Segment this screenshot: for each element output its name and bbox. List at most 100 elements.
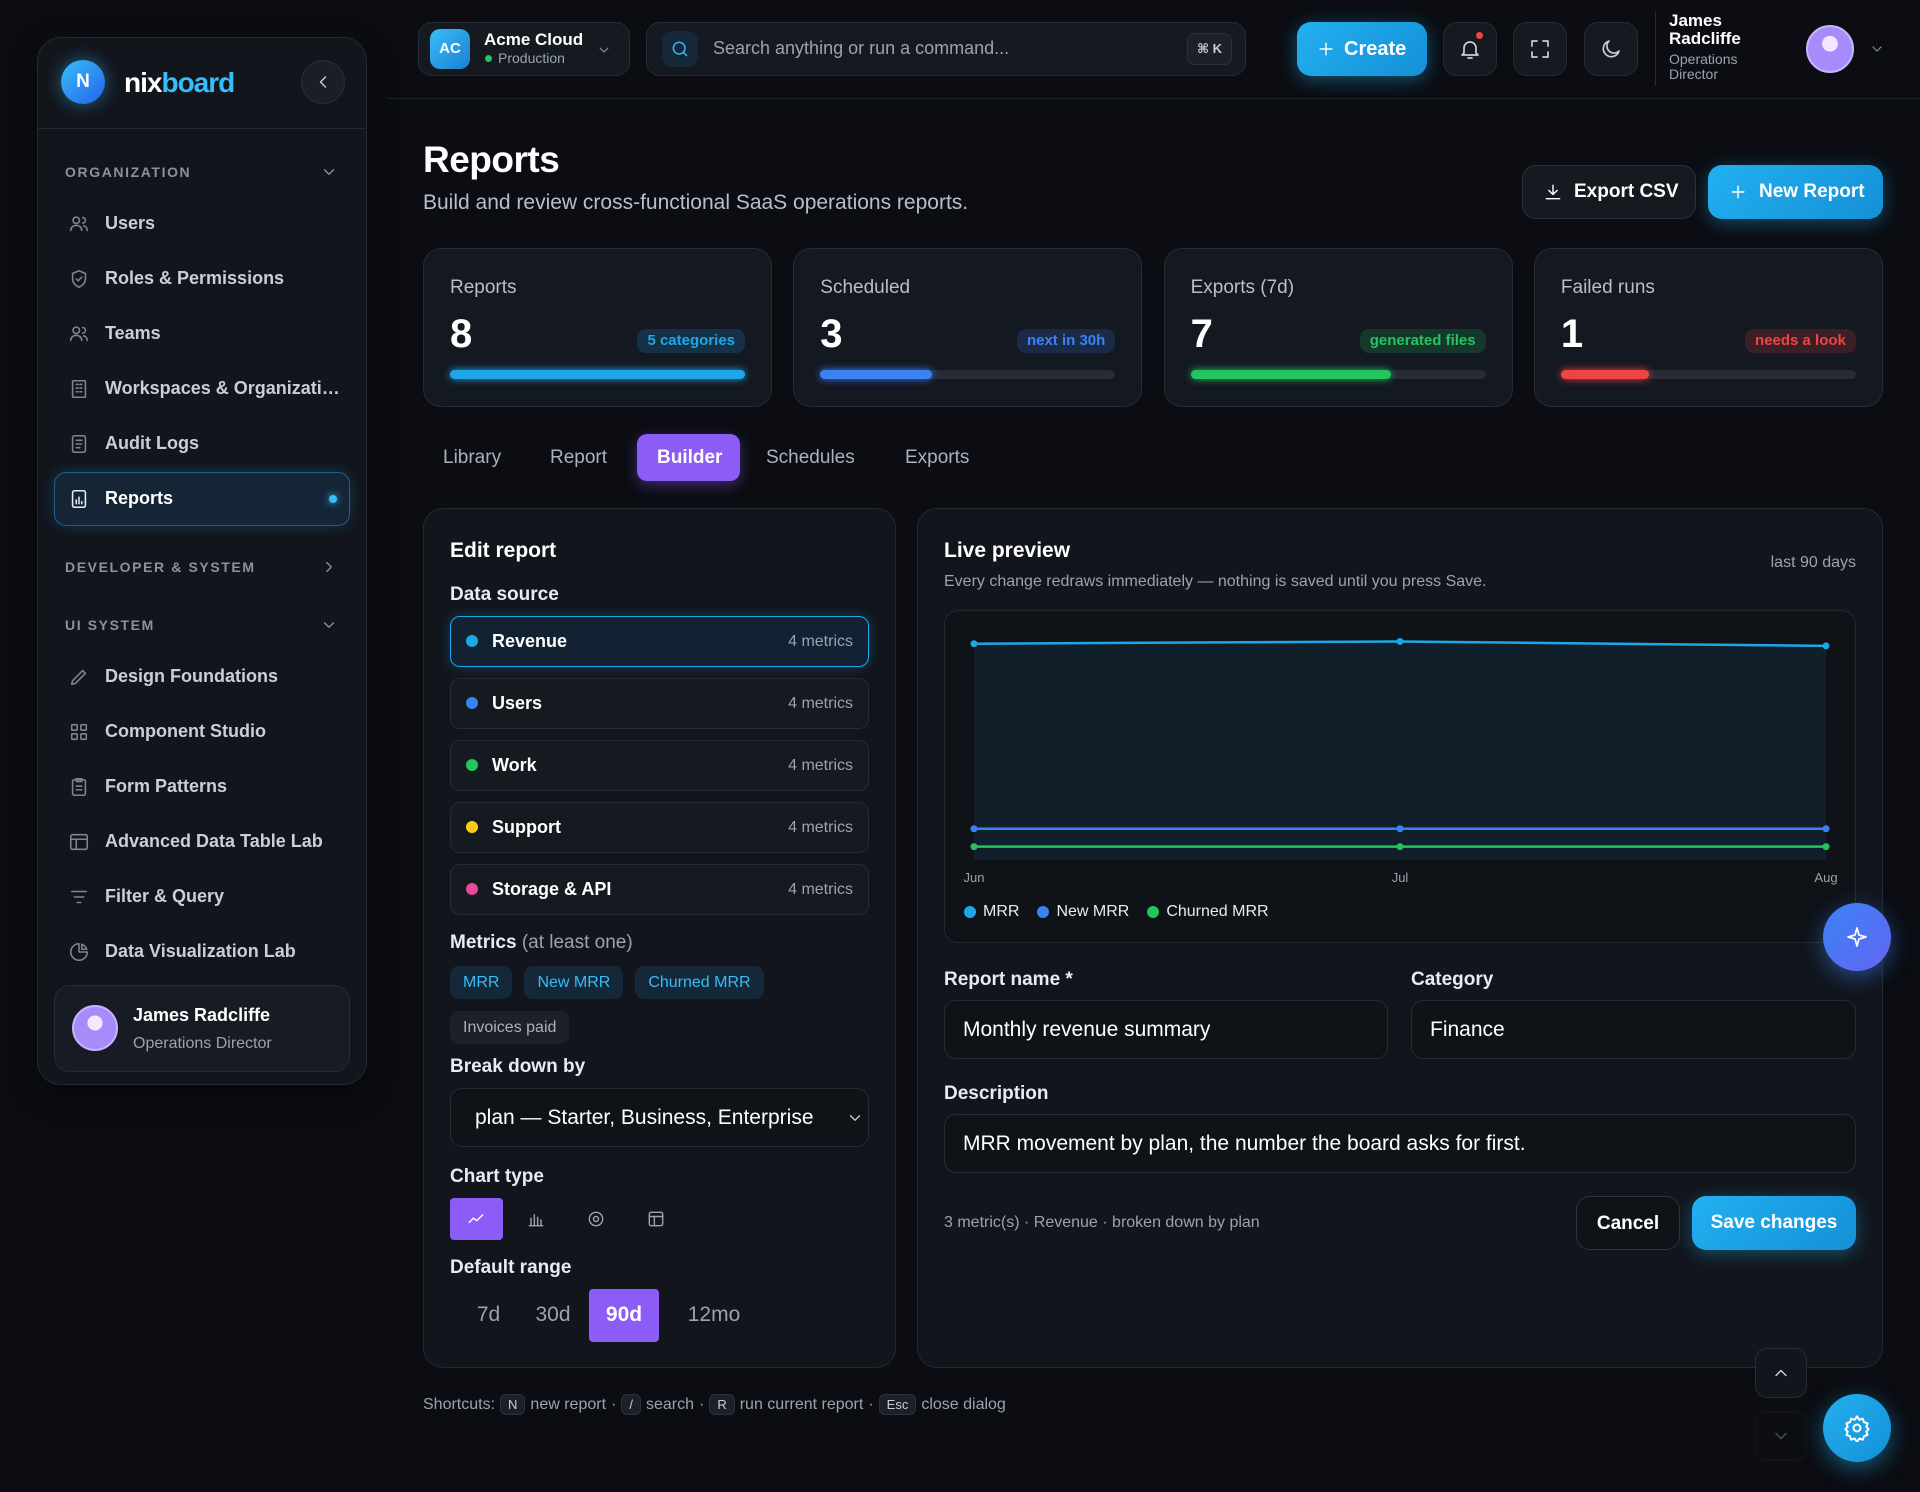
metrics-label: Metrics (at least one) [450,932,633,955]
search-box[interactable] [646,22,1246,76]
range-button[interactable]: 12mo [681,1289,747,1342]
source-name: Users [492,693,543,714]
topbar-avatar[interactable] [1806,25,1854,73]
workspace-name: Acme Cloud [484,29,584,49]
nav-item[interactable]: Teams [105,323,161,344]
scroll-down-button[interactable] [1755,1411,1807,1461]
settings-button[interactable] [1823,1394,1891,1462]
topbar-icon-button[interactable] [1513,22,1567,76]
legend-swatch [1037,906,1050,918]
select-chevron [849,1115,861,1121]
collapse-button[interactable] [301,60,345,104]
active-dot [329,495,337,503]
nav-group-chevron [326,561,332,573]
nav-item[interactable]: Roles & Permissions [105,268,285,289]
kbd: Esc [878,1394,917,1415]
save-label: Save changes [1710,1211,1838,1233]
stat-badge: generated files [1359,329,1486,353]
workspace-badge: AC [430,29,470,69]
source-row[interactable] [450,864,869,915]
chart-type-button[interactable] [450,1198,503,1240]
range-button[interactable]: 30d [527,1289,579,1342]
description-input[interactable] [944,1114,1856,1173]
stat-track [1560,370,1856,379]
tab[interactable]: Library [443,446,502,468]
nav-item-icon [70,890,88,904]
source-label: Data source [450,583,559,605]
stat-track [820,370,1116,379]
nav-group-chevron [323,622,335,628]
topbar-icon-button[interactable] [1584,22,1638,76]
nav-item[interactable]: Form Patterns [105,776,228,797]
tab[interactable]: Schedules [766,446,855,468]
nav-item[interactable]: Data Visualization Lab [105,941,296,962]
metric-chip[interactable]: New MRR [524,966,624,1000]
settings-icon [1844,1415,1870,1442]
legend: MRR New MRR Churned MRR [964,903,1269,921]
range-option: 90d [605,1303,643,1327]
nav-item[interactable]: Design Foundations [105,666,278,687]
logo: N [61,60,105,104]
range-label: Default range [450,1256,572,1278]
export-label: Export CSV [1574,180,1679,202]
nav-item[interactable]: Component Studio [105,721,266,742]
workspace-initials: AC [439,40,461,57]
stat-label: Reports [450,276,517,298]
stat-value: 3 [820,312,843,356]
preview-subtitle: Every change redraws immediately — nothi… [944,573,1487,591]
tab[interactable]: Report [550,446,608,468]
metric-chip[interactable]: MRR [450,966,513,1000]
sidebar-user-avatar [72,1005,118,1051]
nav-group-title: ORGANIZATION [65,163,192,180]
nav-item[interactable]: Workspaces & Organizati… [105,378,340,399]
preview-range: last 90 days [1770,554,1856,572]
source-meta: 4 metrics [788,757,853,775]
assistant-icon [1847,927,1867,947]
name-input[interactable] [944,1000,1388,1059]
breakdown-select[interactable] [450,1088,869,1147]
sidebar-user-role: Operations Director [133,1035,272,1053]
topbar-icon-button[interactable] [1443,22,1497,76]
nav-item[interactable]: Advanced Data Table Lab [105,831,323,852]
range-button[interactable]: 7d [465,1289,512,1342]
source-meta: 4 metrics [788,695,853,713]
nav-item-active-bg[interactable] [54,472,350,526]
kbd: N [500,1394,526,1415]
stat-value: 8 [450,312,473,356]
export-icon [1545,184,1561,200]
brand-a: nix [124,67,162,98]
nav-item-icon [70,723,88,741]
topbar-user-role: Operations Director [1669,51,1738,83]
source-row[interactable] [450,616,869,667]
source-row[interactable] [450,802,869,853]
cancel-button[interactable]: Cancel [1576,1196,1680,1250]
description-value: MRR movement by plan, the number the boa… [963,1132,1526,1156]
shortcut-text: new report [530,1395,607,1413]
create-button[interactable] [1297,22,1427,76]
metric-chip[interactable]: Invoices paid [450,1011,570,1045]
source-row[interactable] [450,678,869,729]
metric-chip[interactable]: Churned MRR [635,966,764,1000]
tab[interactable]: Exports [905,446,970,468]
stat-label: Exports (7d) [1190,276,1295,298]
description-label: Description [944,1082,1049,1104]
nav-item[interactable]: Filter & Query [105,886,225,907]
range-button[interactable]: 90d [589,1289,659,1342]
tab-active-bg[interactable] [637,434,740,481]
scroll-up-button[interactable] [1755,1348,1807,1398]
nav-item[interactable]: Users [105,213,156,234]
sidebar [37,37,367,1085]
workspace-env: Production [498,49,565,66]
point [1396,825,1404,833]
source-meta: 4 metrics [788,819,853,837]
stat-card [1533,248,1883,407]
assistant-button[interactable] [1823,903,1891,971]
legend-item: New MRR [1037,903,1129,921]
save-button[interactable]: Save changes [1692,1196,1856,1250]
nav-item[interactable]: Audit Logs [105,433,199,454]
category-input[interactable] [1411,1000,1856,1059]
stat-card [1163,248,1513,407]
source-row[interactable] [450,740,869,791]
sidebar-divider [38,128,366,129]
